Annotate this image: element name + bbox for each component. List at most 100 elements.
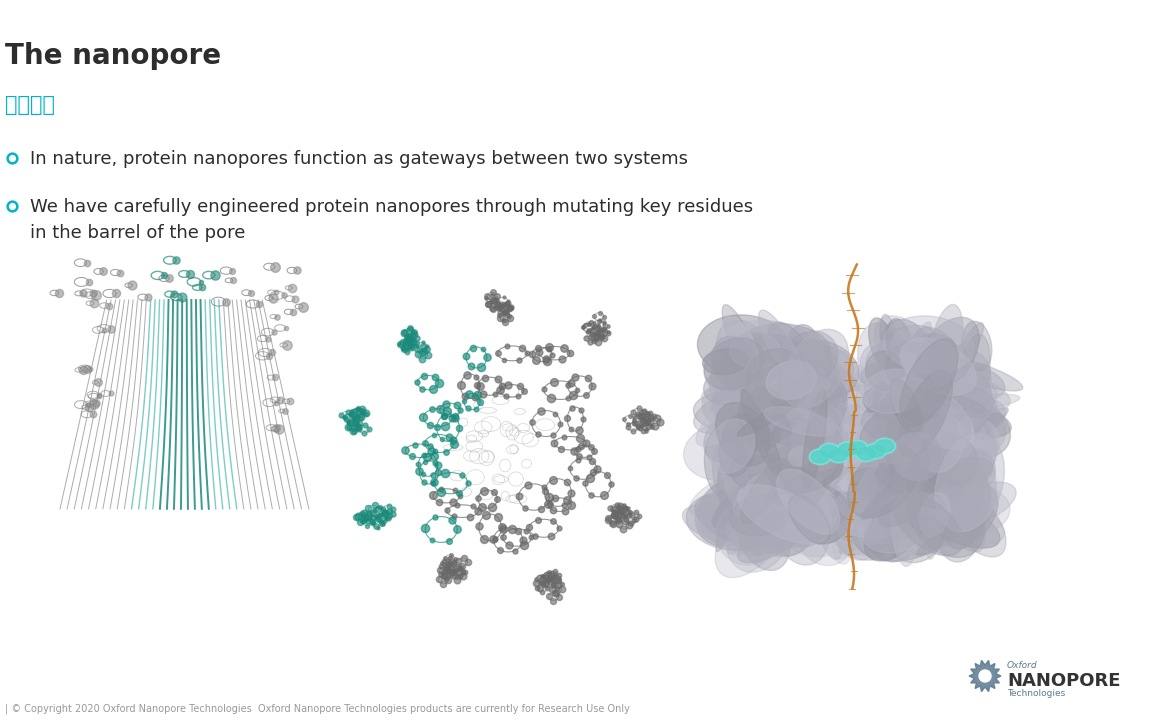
Ellipse shape — [813, 411, 842, 452]
Ellipse shape — [862, 369, 924, 413]
Ellipse shape — [835, 506, 880, 560]
Ellipse shape — [829, 449, 848, 461]
Ellipse shape — [723, 451, 789, 499]
Ellipse shape — [775, 409, 806, 433]
Ellipse shape — [833, 449, 848, 460]
Ellipse shape — [879, 496, 919, 526]
Ellipse shape — [873, 438, 895, 454]
Ellipse shape — [918, 501, 973, 541]
Ellipse shape — [741, 460, 785, 523]
Ellipse shape — [877, 486, 937, 541]
Ellipse shape — [942, 350, 991, 395]
Ellipse shape — [705, 433, 771, 462]
Ellipse shape — [820, 362, 844, 387]
Ellipse shape — [919, 492, 950, 536]
Ellipse shape — [863, 427, 884, 447]
Ellipse shape — [938, 352, 988, 420]
Ellipse shape — [764, 407, 835, 436]
Ellipse shape — [931, 355, 1023, 391]
Ellipse shape — [750, 352, 779, 386]
Ellipse shape — [890, 466, 919, 567]
Ellipse shape — [874, 382, 910, 461]
Ellipse shape — [886, 454, 907, 483]
Ellipse shape — [787, 487, 839, 537]
Ellipse shape — [881, 356, 929, 414]
Ellipse shape — [697, 315, 790, 378]
Ellipse shape — [809, 410, 854, 456]
Ellipse shape — [864, 496, 927, 561]
Ellipse shape — [780, 427, 842, 480]
Ellipse shape — [726, 365, 752, 392]
Ellipse shape — [923, 457, 993, 497]
Ellipse shape — [791, 418, 843, 471]
Ellipse shape — [758, 310, 803, 382]
Ellipse shape — [852, 453, 918, 540]
Ellipse shape — [719, 491, 761, 555]
Ellipse shape — [861, 354, 956, 390]
Ellipse shape — [718, 454, 744, 508]
Ellipse shape — [872, 467, 890, 499]
Ellipse shape — [811, 449, 847, 488]
Ellipse shape — [941, 405, 956, 448]
Ellipse shape — [778, 379, 818, 433]
Ellipse shape — [911, 408, 972, 431]
Ellipse shape — [856, 504, 892, 542]
Ellipse shape — [828, 427, 852, 460]
Ellipse shape — [887, 410, 924, 445]
Ellipse shape — [832, 465, 877, 489]
Ellipse shape — [894, 322, 932, 387]
Ellipse shape — [743, 410, 798, 463]
Ellipse shape — [876, 458, 940, 536]
Ellipse shape — [843, 465, 863, 482]
Ellipse shape — [836, 384, 851, 410]
Ellipse shape — [870, 449, 893, 463]
Ellipse shape — [775, 401, 854, 464]
Ellipse shape — [824, 492, 851, 515]
Ellipse shape — [922, 432, 984, 485]
Ellipse shape — [809, 360, 838, 414]
Ellipse shape — [774, 472, 833, 534]
Ellipse shape — [866, 407, 879, 418]
Ellipse shape — [871, 424, 909, 459]
Ellipse shape — [766, 356, 814, 405]
Ellipse shape — [772, 444, 829, 493]
Text: In nature, protein nanopores function as gateways between two systems: In nature, protein nanopores function as… — [30, 150, 688, 168]
Ellipse shape — [849, 361, 876, 384]
Ellipse shape — [877, 359, 904, 451]
Ellipse shape — [712, 336, 757, 390]
Ellipse shape — [873, 405, 901, 436]
Ellipse shape — [908, 397, 1006, 446]
Ellipse shape — [766, 361, 817, 400]
Ellipse shape — [900, 338, 957, 427]
Ellipse shape — [848, 446, 919, 518]
Ellipse shape — [733, 477, 765, 529]
Ellipse shape — [854, 499, 872, 524]
Ellipse shape — [890, 508, 946, 555]
Ellipse shape — [900, 507, 929, 519]
Ellipse shape — [808, 449, 846, 496]
Ellipse shape — [719, 413, 758, 477]
Ellipse shape — [918, 410, 990, 461]
Ellipse shape — [795, 377, 819, 405]
Ellipse shape — [838, 523, 867, 556]
Ellipse shape — [805, 404, 865, 453]
Ellipse shape — [907, 399, 967, 434]
Ellipse shape — [746, 395, 799, 449]
Ellipse shape — [737, 400, 798, 436]
Ellipse shape — [704, 412, 756, 462]
Ellipse shape — [876, 470, 945, 509]
Ellipse shape — [831, 471, 889, 494]
Ellipse shape — [755, 488, 819, 557]
Ellipse shape — [736, 350, 782, 381]
Ellipse shape — [894, 433, 975, 492]
Ellipse shape — [831, 431, 855, 461]
Ellipse shape — [924, 423, 977, 453]
Ellipse shape — [715, 479, 742, 552]
Ellipse shape — [788, 495, 831, 544]
Ellipse shape — [889, 505, 909, 528]
Ellipse shape — [783, 430, 817, 500]
Ellipse shape — [786, 518, 846, 557]
Ellipse shape — [702, 379, 772, 433]
Ellipse shape — [889, 465, 925, 546]
Ellipse shape — [829, 508, 887, 523]
